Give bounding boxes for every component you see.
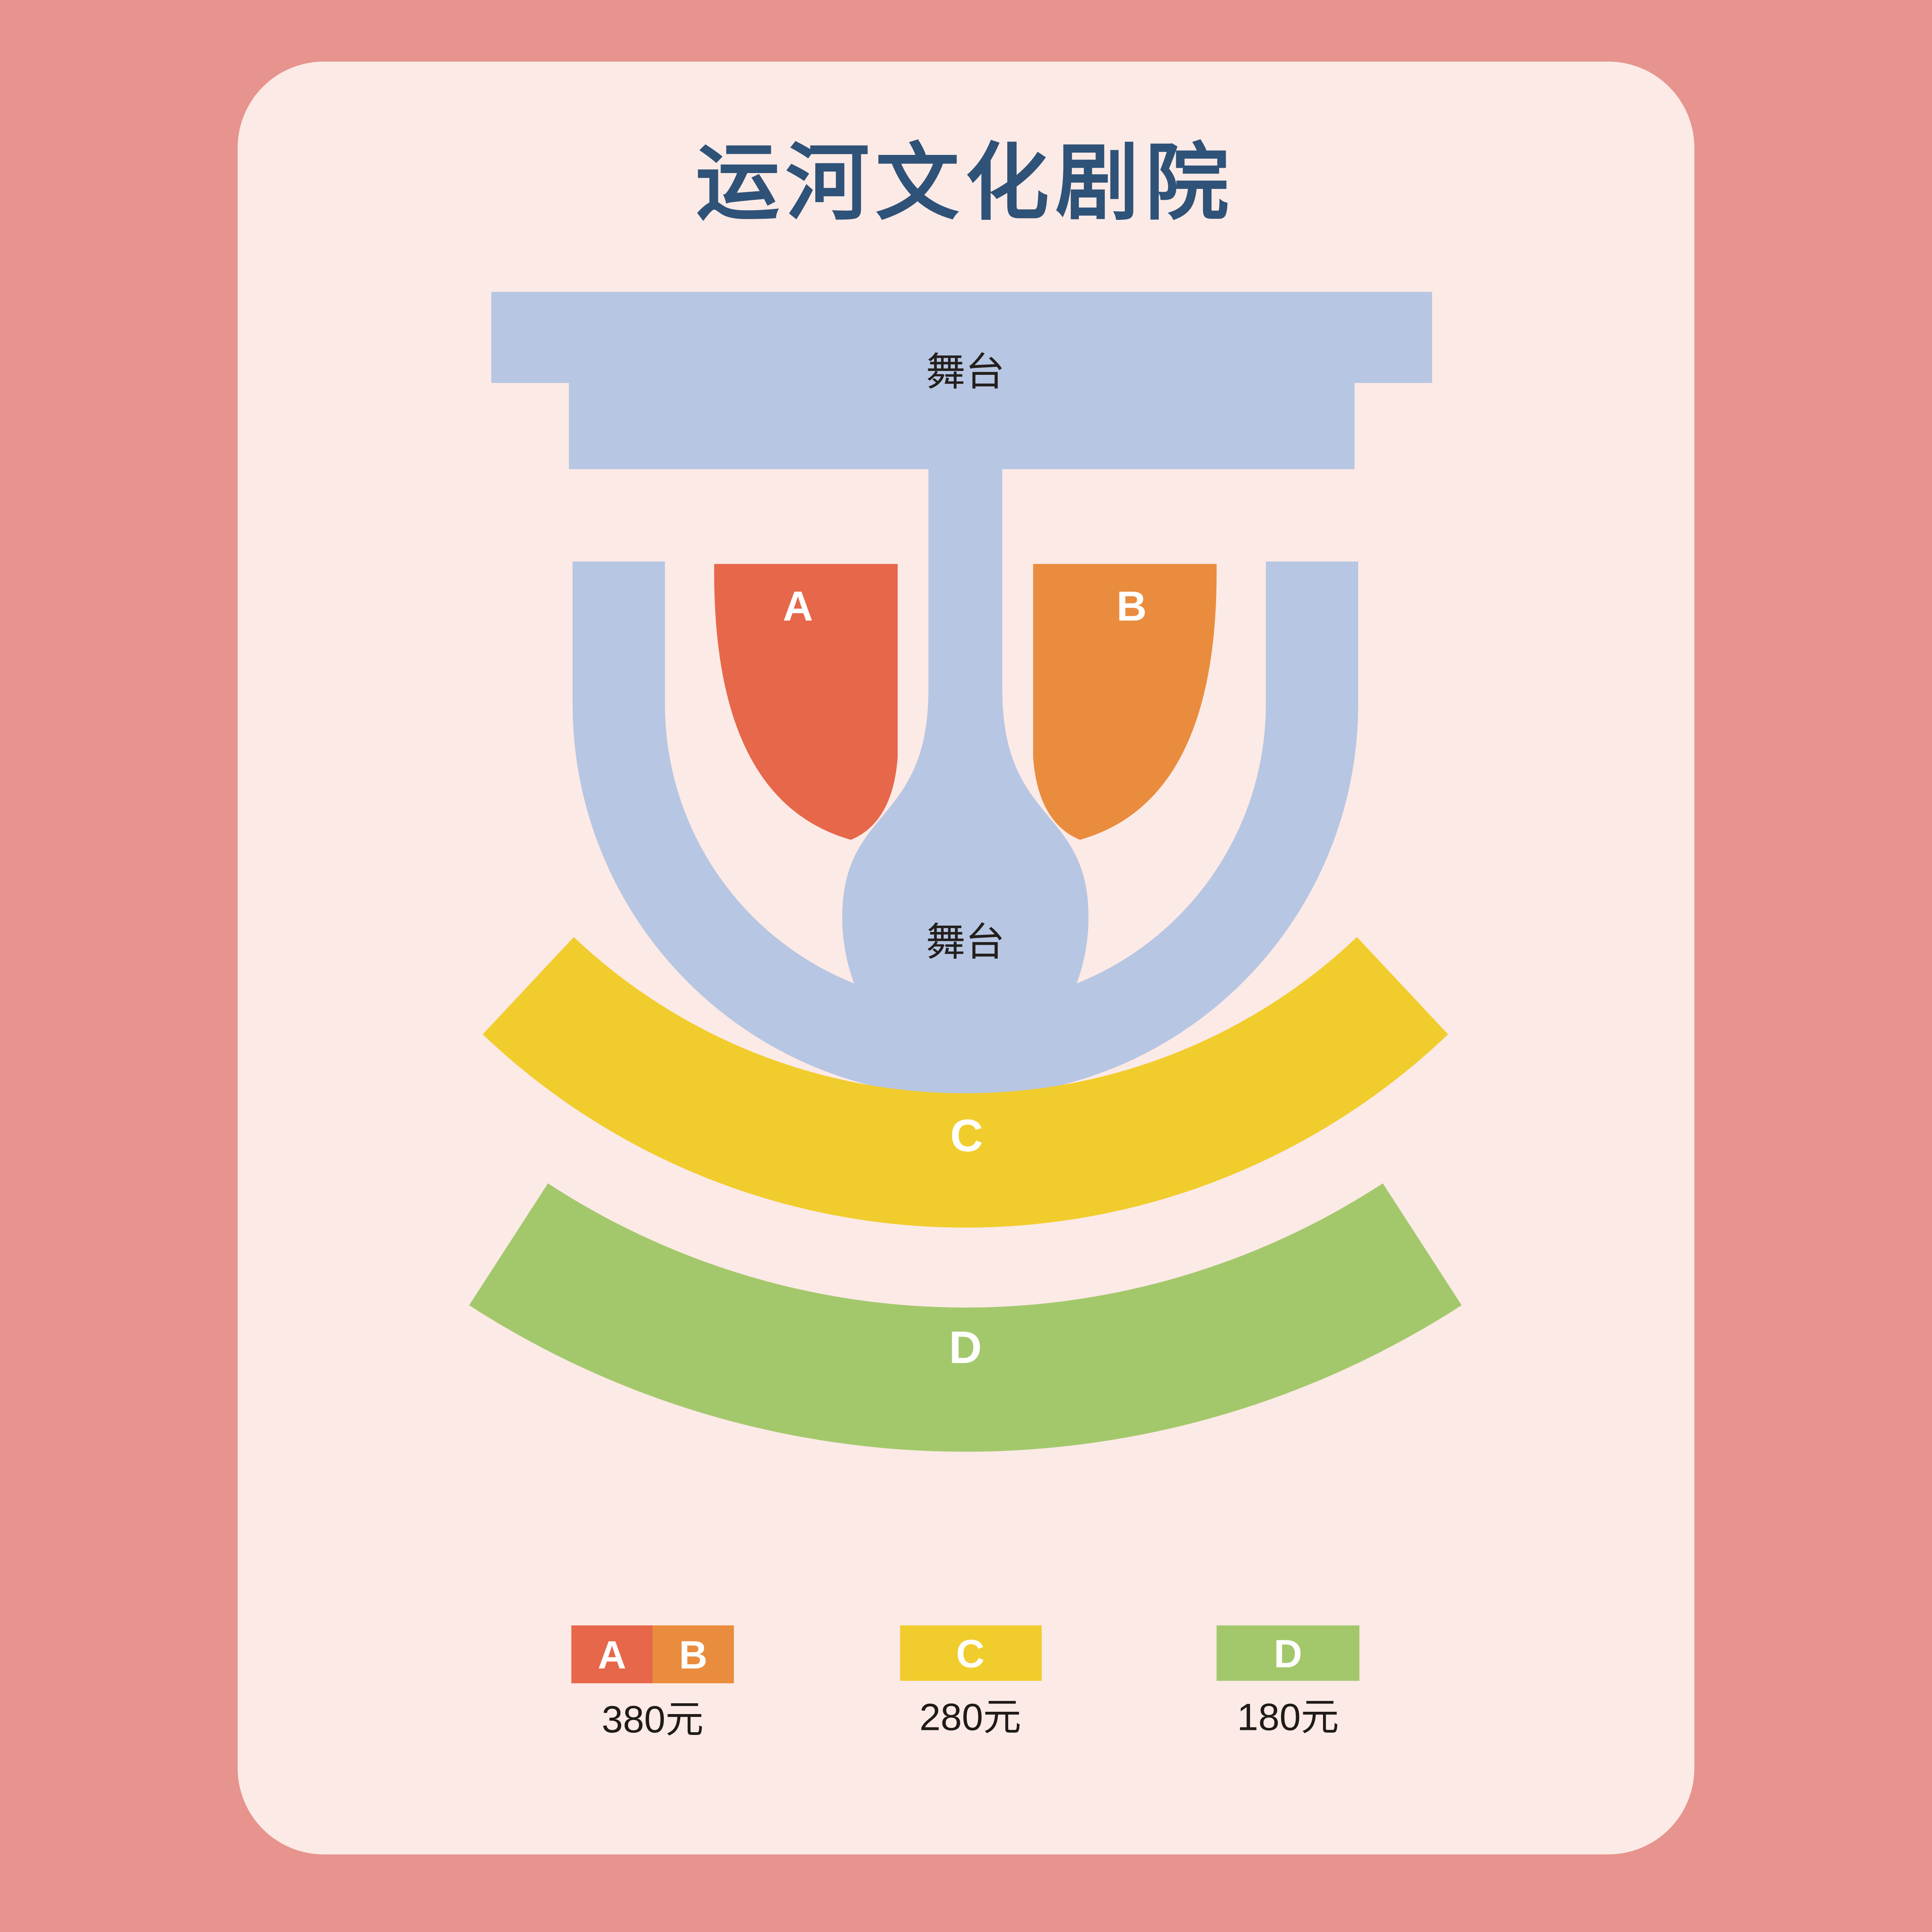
stage-second-tier: [569, 375, 1355, 469]
section-c-label: C: [950, 1110, 983, 1161]
section-b-label: B: [1116, 583, 1146, 629]
seat-sections: A B C D: [469, 564, 1462, 1452]
legend-swatch-b-label: B: [679, 1633, 707, 1677]
legend-swatch-c-label: C: [956, 1632, 985, 1676]
legend-price-d: 180元: [1237, 1696, 1339, 1738]
stage-label-top: 舞台: [926, 350, 1005, 394]
legend-swatch-a-label: A: [598, 1633, 626, 1677]
stage-top-tier: [491, 292, 1432, 383]
legend-swatch-a: [571, 1625, 653, 1684]
legend-price-c: 280元: [919, 1696, 1021, 1738]
page-title: 运河文化剧院: [696, 137, 1235, 230]
stage-runway-bulb: [842, 689, 1089, 1071]
legend-swatch-d: [1216, 1625, 1360, 1681]
stage-group: 舞台 舞台: [491, 292, 1432, 1097]
section-b-shape[interactable]: [1033, 564, 1217, 840]
legend-swatch-b: [652, 1625, 734, 1684]
legend-swatch-c: [900, 1625, 1042, 1681]
stage-horseshoe-walkway: [572, 561, 1358, 1097]
legend-swatch-d-label: D: [1274, 1632, 1303, 1676]
section-a-shape[interactable]: [714, 564, 898, 840]
legend-price-ab: 380元: [602, 1698, 704, 1741]
section-a-label: A: [783, 583, 813, 629]
section-d-shape[interactable]: [469, 1183, 1462, 1452]
section-d-label: D: [949, 1322, 982, 1373]
price-legend: A B 380元 C 280元 D 180元: [571, 1625, 1360, 1741]
stage-label-bottom: 舞台: [926, 920, 1005, 964]
section-c-shape[interactable]: [483, 937, 1448, 1228]
